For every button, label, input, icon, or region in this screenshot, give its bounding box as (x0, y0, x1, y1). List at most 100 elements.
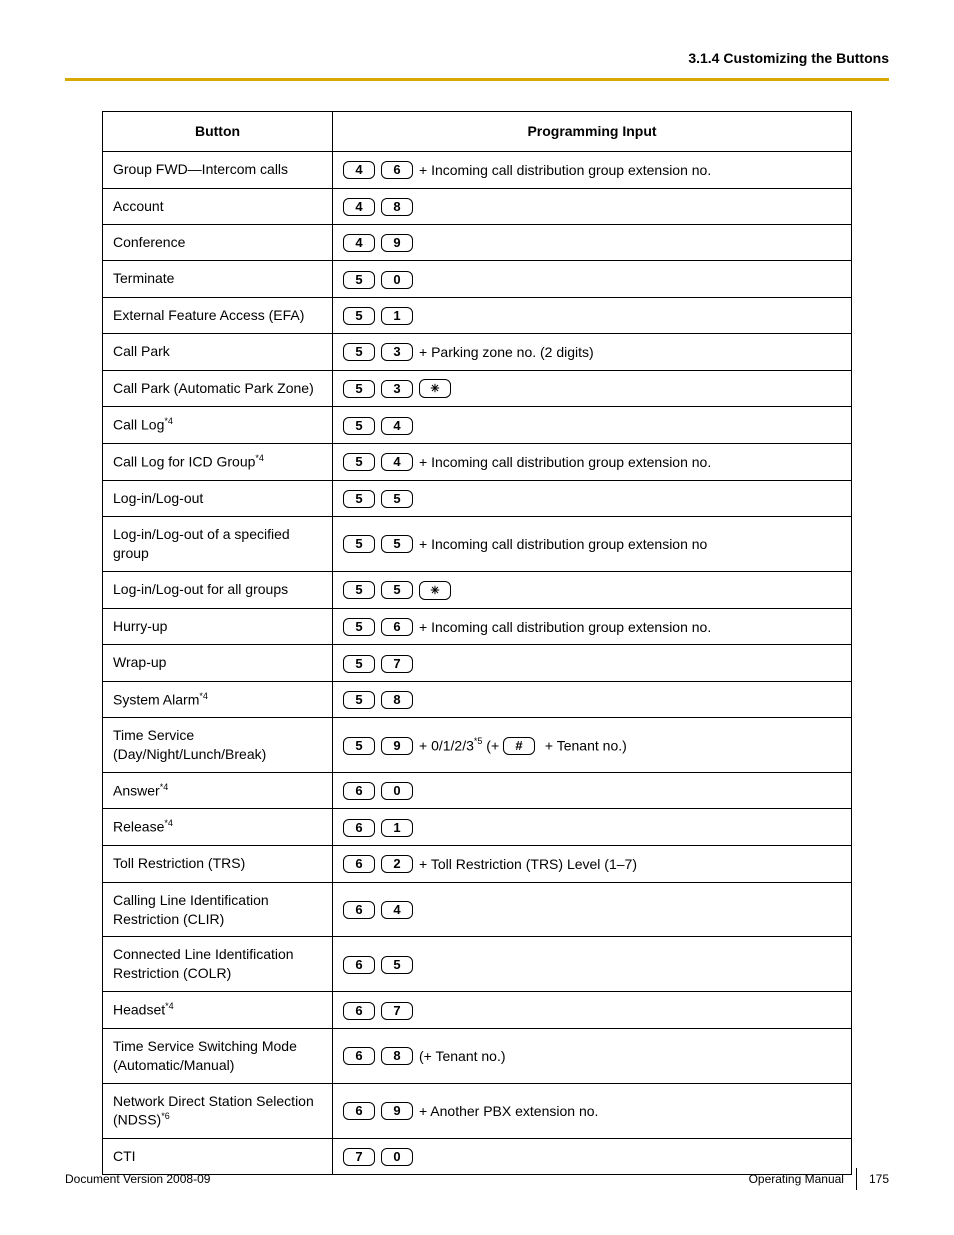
keycap: 5 (343, 581, 375, 599)
keycap: 7 (343, 1148, 375, 1166)
button-name-cell: Release*4 (103, 809, 333, 846)
keycap: 6 (343, 1102, 375, 1120)
keycap: 1 (381, 307, 413, 325)
keycap: 5 (343, 307, 375, 325)
footnote-ref: *4 (164, 818, 173, 828)
input-suffix: (+ (482, 737, 503, 753)
keycap: 6 (343, 956, 375, 974)
keycap: 5 (343, 655, 375, 673)
input-suffix: + Parking zone no. (2 digits) (419, 344, 594, 360)
programming-input-cell: 48 (333, 188, 852, 224)
programming-input-cell: 46 + Incoming call distribution group ext… (333, 151, 852, 188)
keycap: 5 (343, 453, 375, 471)
keycap: 1 (381, 819, 413, 837)
button-name-cell: Call Park (103, 333, 333, 370)
table-row: Log-in/Log-out of a specified group55+ I… (103, 516, 852, 571)
keycap: 5 (343, 417, 375, 435)
input-suffix: + Incoming call distribution group exten… (419, 618, 711, 634)
keycap: 9 (381, 234, 413, 252)
keycap: 3 (381, 380, 413, 398)
keycap: 5 (343, 490, 375, 508)
button-name-cell: Answer*4 (103, 772, 333, 809)
programming-input-cell: 54 (333, 407, 852, 444)
keycap: 5 (343, 691, 375, 709)
keycap: 5 (381, 490, 413, 508)
keycap: 6 (343, 855, 375, 873)
page-footer: Document Version 2008-09 Operating Manua… (65, 1168, 889, 1190)
keycap: 6 (343, 782, 375, 800)
programming-input-cell: 65 (333, 937, 852, 992)
keycap: 5 (381, 956, 413, 974)
programming-input-cell: 69 + Another PBX extension no. (333, 1083, 852, 1138)
table-row: Hurry-up56+ Incoming call distribution g… (103, 608, 852, 645)
table-row: Log-in/Log-out for all groups55 (103, 571, 852, 608)
keycap: 4 (381, 453, 413, 471)
keycap: # (503, 737, 535, 755)
keycap: 9 (381, 1102, 413, 1120)
programming-input-cell: 67 (333, 992, 852, 1029)
table-row: Calling Line Identification Restriction … (103, 882, 852, 937)
keycap: 8 (381, 691, 413, 709)
table-row: Time Service Switching Mode (Automatic/M… (103, 1028, 852, 1083)
footnote-ref: *4 (165, 1001, 174, 1011)
programming-input-cell: 49 (333, 224, 852, 260)
table-row: Account48 (103, 188, 852, 224)
programming-input-cell: 54 + Incoming call distribution group ext… (333, 443, 852, 480)
table-row: Call Park (Automatic Park Zone)53 (103, 370, 852, 407)
keycap: 6 (343, 819, 375, 837)
footer-divider (856, 1168, 857, 1190)
page: 3.1.4 Customizing the Buttons Button Pro… (0, 0, 954, 1235)
table-row: Toll Restriction (TRS)62+ Toll Restricti… (103, 845, 852, 882)
table-row: Connected Line Identification Restrictio… (103, 937, 852, 992)
keycap: 2 (381, 855, 413, 873)
programming-input-cell: 50 (333, 261, 852, 297)
doc-version: Document Version 2008-09 (65, 1172, 210, 1186)
keycap: 8 (381, 198, 413, 216)
button-name-cell: Conference (103, 224, 333, 260)
footnote-ref: *4 (164, 416, 173, 426)
programming-input-cell: 53 (333, 370, 852, 407)
programming-input-cell: 56+ Incoming call distribution group ext… (333, 608, 852, 645)
button-name-cell: Account (103, 188, 333, 224)
button-name-cell: Time Service Switching Mode (Automatic/M… (103, 1028, 333, 1083)
programming-input-cell: 55 (333, 480, 852, 516)
input-suffix: + Incoming call distribution group exten… (419, 454, 711, 470)
keycap: 3 (381, 343, 413, 361)
keycap: 7 (381, 1002, 413, 1020)
divider-rule (65, 78, 889, 81)
keycap: 0 (381, 782, 413, 800)
input-suffix: + Incoming call distribution group exten… (419, 162, 711, 178)
page-number: 175 (869, 1172, 889, 1186)
keycap: 6 (343, 901, 375, 919)
keycap: 6 (381, 161, 413, 179)
button-name-cell: Call Park (Automatic Park Zone) (103, 370, 333, 407)
button-name-cell: Headset*4 (103, 992, 333, 1029)
keycap: 9 (381, 737, 413, 755)
footnote-ref: *4 (160, 782, 169, 792)
keycap: 5 (343, 271, 375, 289)
table-row: Release*4 61 (103, 809, 852, 846)
button-name-cell: Group FWD—Intercom calls (103, 151, 333, 188)
button-name-cell: Hurry-up (103, 608, 333, 645)
input-suffix: + Another PBX extension no. (419, 1103, 598, 1119)
keycap: 0 (381, 1148, 413, 1166)
keycap: 4 (343, 161, 375, 179)
col-header-input: Programming Input (333, 112, 852, 152)
input-suffix: + Toll Restriction (TRS) Level (1–7) (419, 856, 637, 872)
button-name-cell: System Alarm*4 (103, 681, 333, 718)
col-header-button: Button (103, 112, 333, 152)
button-name-cell: Log-in/Log-out (103, 480, 333, 516)
table-row: Wrap-up57 (103, 645, 852, 681)
keycap: 6 (381, 618, 413, 636)
table-row: Call Log for ICD Group*454+ Incoming cal… (103, 443, 852, 480)
table-row: System Alarm*4 58 (103, 681, 852, 718)
section-header: 3.1.4 Customizing the Buttons (65, 50, 889, 78)
keycap (419, 379, 451, 398)
keycap: 5 (381, 581, 413, 599)
footnote-ref: *4 (255, 453, 264, 463)
footnote-ref: *4 (199, 691, 208, 701)
footnote-ref: *6 (161, 1111, 170, 1121)
keycap: 4 (381, 417, 413, 435)
keycap: 0 (381, 271, 413, 289)
table-row: Network Direct Station Selection (NDSS)*… (103, 1083, 852, 1138)
